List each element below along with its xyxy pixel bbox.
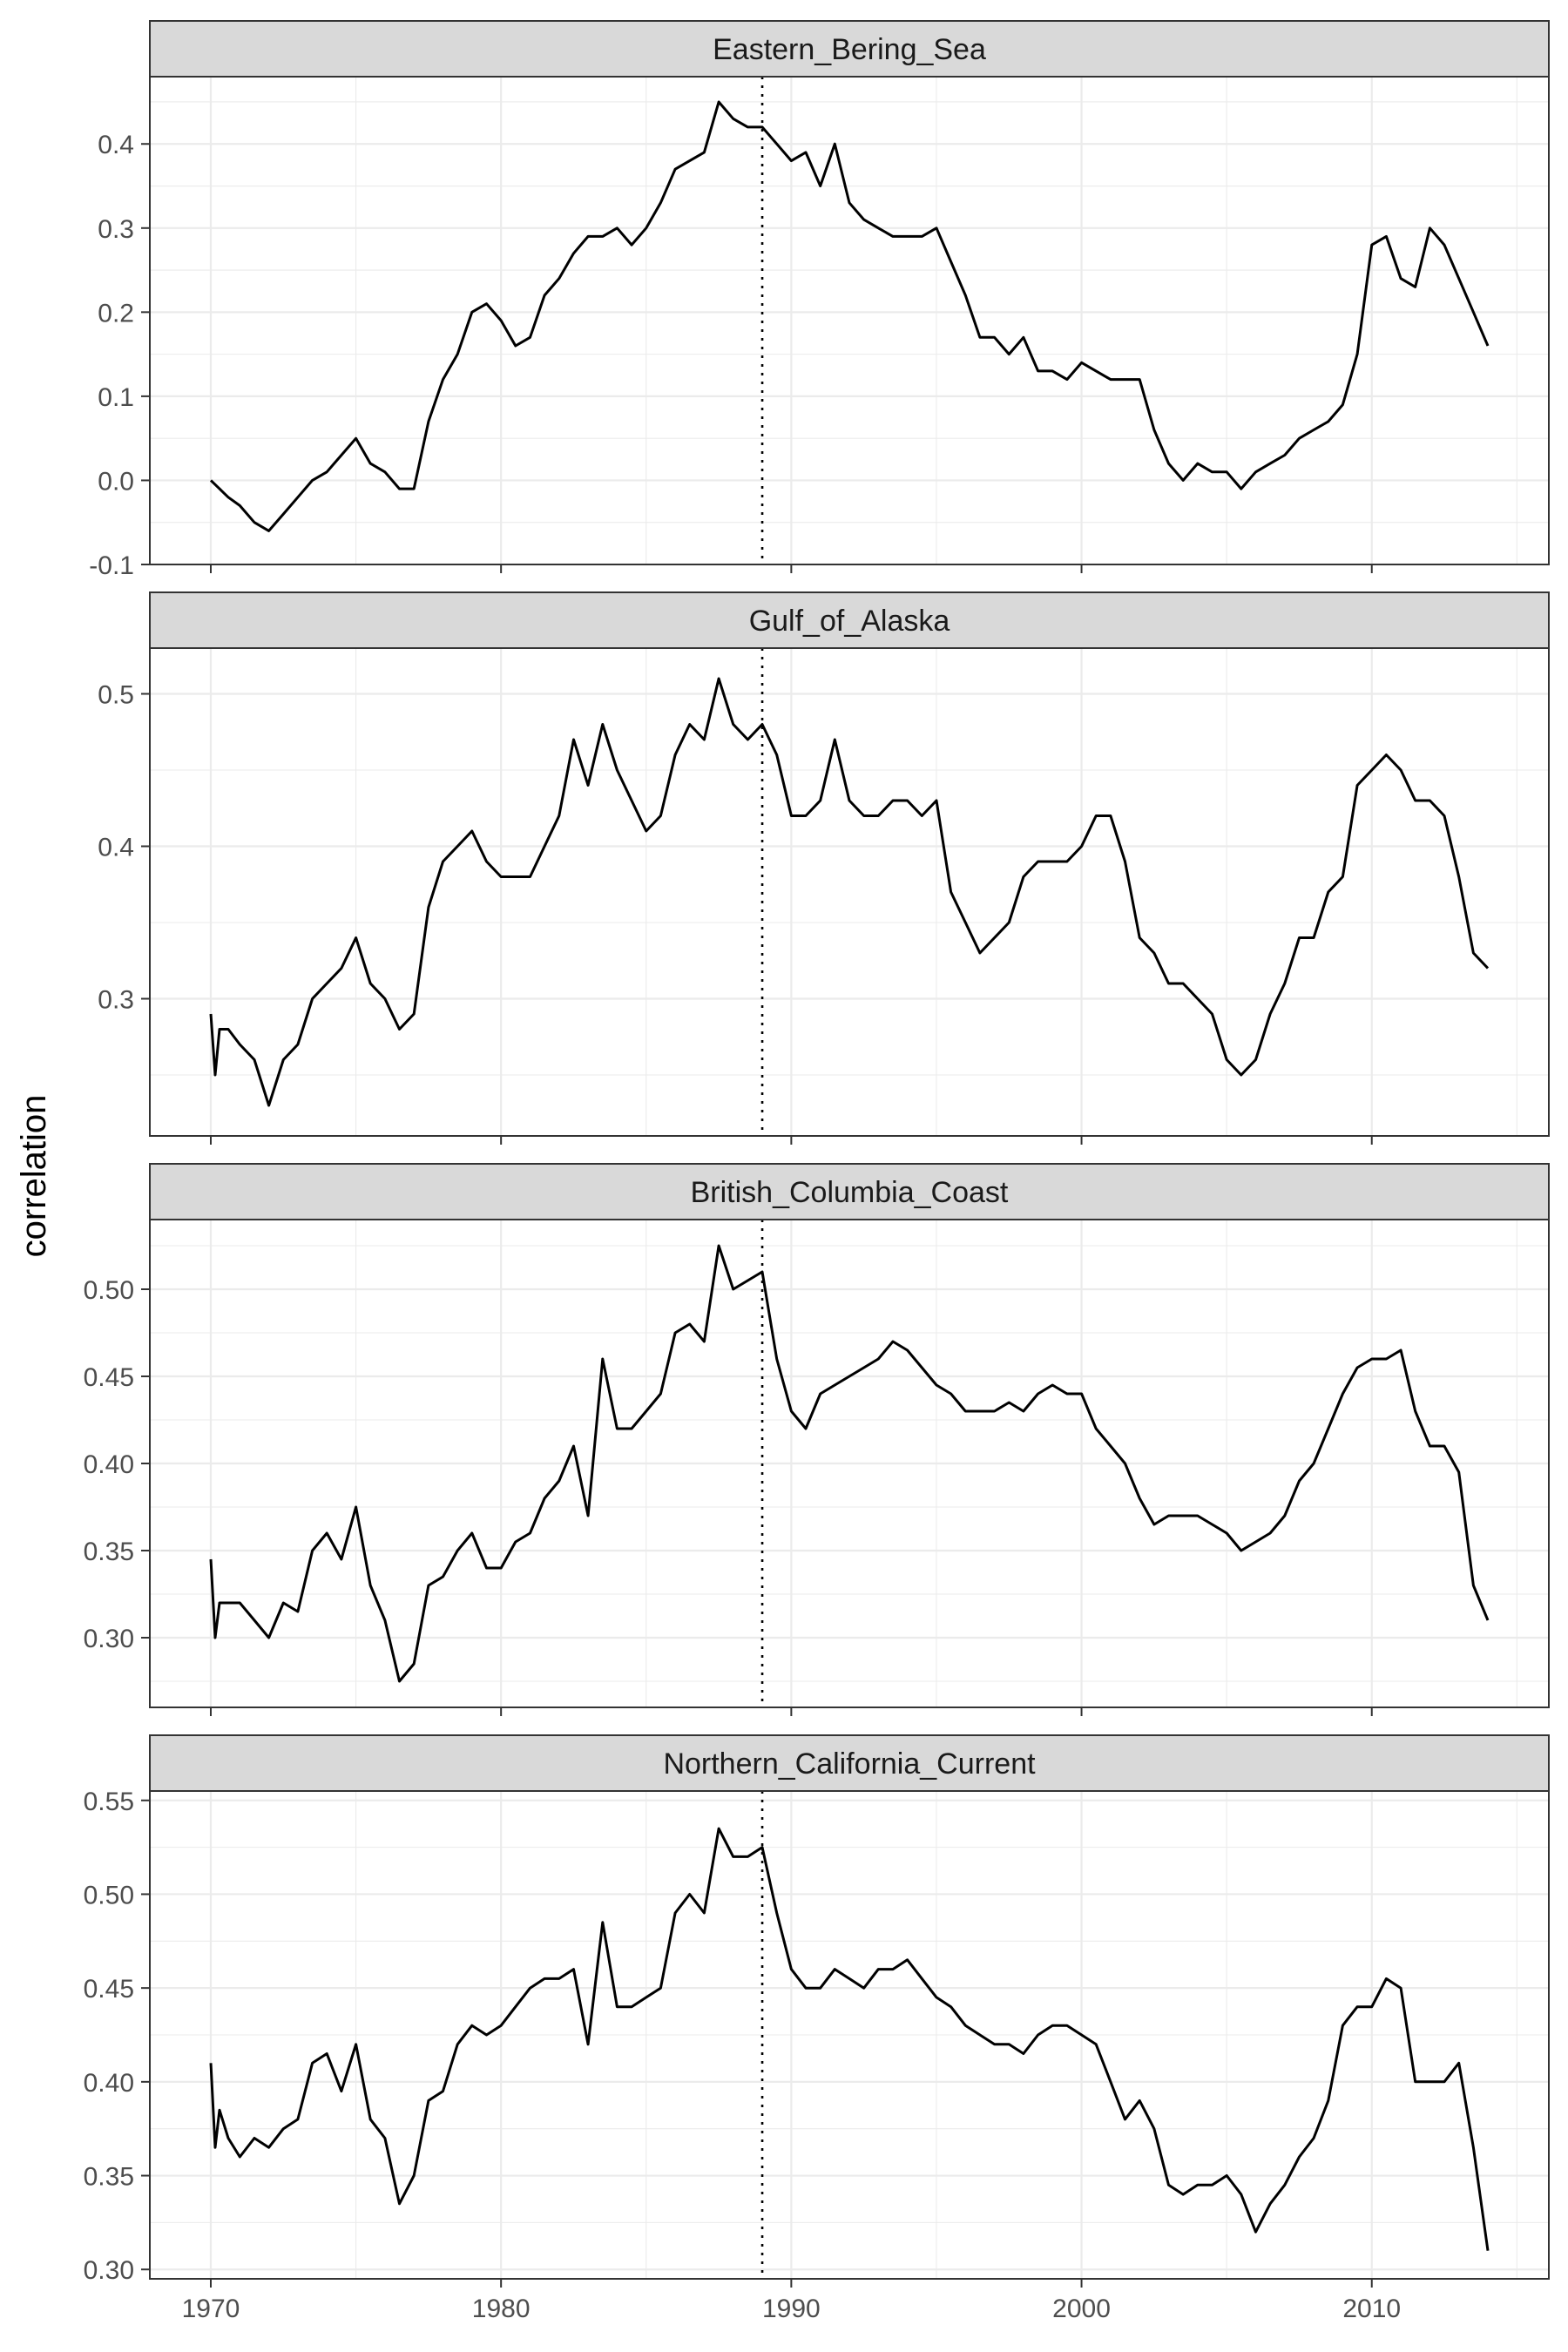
- y-tick-label: -0.1: [89, 551, 134, 580]
- series-line: [209, 100, 1490, 532]
- grid-lines: [150, 648, 1549, 1136]
- x-tick-label: 1990: [762, 2295, 821, 2323]
- series-line: [209, 1244, 1490, 1683]
- x-tick-label: 1980: [472, 2295, 531, 2323]
- y-tick-label: 0.5: [98, 681, 134, 710]
- facet-strip-label: Gulf_of_Alaska: [749, 605, 950, 638]
- facet-strip: [149, 1163, 1550, 1220]
- facet-panel-3: Northern_California_Current 0.30 0.35 0.40 0…: [84, 1734, 1550, 2323]
- facet-panel-2: British_Columbia_Coast 0.30 0.35 0.40 0.45 0.…: [84, 1163, 1550, 1716]
- panel-border: [149, 647, 1550, 1137]
- series-line: [209, 1827, 1490, 2251]
- facet-panel-1: Gulf_of_Alaska 0.3 0.4 0.5: [98, 591, 1550, 1145]
- facet-strip-label: British_Columbia_Coast: [691, 1176, 1009, 1209]
- facet-panel-0: Eastern_Bering_Sea -0.1 0.0 0.1 0.2 0.3 0.4: [89, 20, 1550, 580]
- x-tick-label: 2010: [1342, 2295, 1401, 2323]
- grid-lines: [150, 1791, 1549, 2279]
- facet-strip: [149, 1734, 1550, 1792]
- panel-border: [149, 76, 1550, 565]
- y-tick-label: 0.2: [98, 299, 134, 328]
- grid-lines: [150, 77, 1549, 564]
- y-tick-label: 0.50: [84, 1881, 134, 1909]
- plot-area: [150, 77, 1549, 564]
- y-tick-label: 0.50: [84, 1276, 134, 1305]
- y-tick-label: 0.1: [98, 383, 134, 412]
- facet-strip-label: Northern_California_Current: [663, 1747, 1036, 1781]
- facet-strip-label: Eastern_Bering_Sea: [713, 33, 986, 66]
- series-line: [209, 677, 1490, 1107]
- facet-panels: Eastern_Bering_Sea-0.10.00.10.20.30.4Gul…: [84, 20, 1550, 2323]
- plot-area: [150, 648, 1549, 1136]
- y-tick-label: 0.45: [84, 1975, 134, 2004]
- y-tick-label: 0.4: [98, 131, 134, 159]
- y-tick-label: 0.0: [98, 467, 134, 496]
- y-axis-title: correlation: [15, 1095, 53, 1258]
- y-tick-label: 0.3: [98, 215, 134, 244]
- y-tick-label: 0.40: [84, 2069, 134, 2098]
- facet-strip: [149, 591, 1550, 649]
- y-tick-label: 0.4: [98, 834, 134, 862]
- x-tick-label: 1970: [182, 2295, 240, 2323]
- y-tick-label: 0.3: [98, 986, 134, 1015]
- x-tick-label: 2000: [1052, 2295, 1111, 2323]
- y-tick-label: 0.45: [84, 1363, 134, 1392]
- y-tick-label: 0.55: [84, 1788, 134, 1816]
- y-tick-label: 0.40: [84, 1450, 134, 1479]
- y-tick-label: 0.30: [84, 1625, 134, 1653]
- facet-strip: [149, 20, 1550, 78]
- y-tick-label: 0.35: [84, 2163, 134, 2192]
- panel-border: [149, 1790, 1550, 2280]
- y-tick-label: 0.30: [84, 2256, 134, 2285]
- y-tick-label: 0.35: [84, 1538, 134, 1566]
